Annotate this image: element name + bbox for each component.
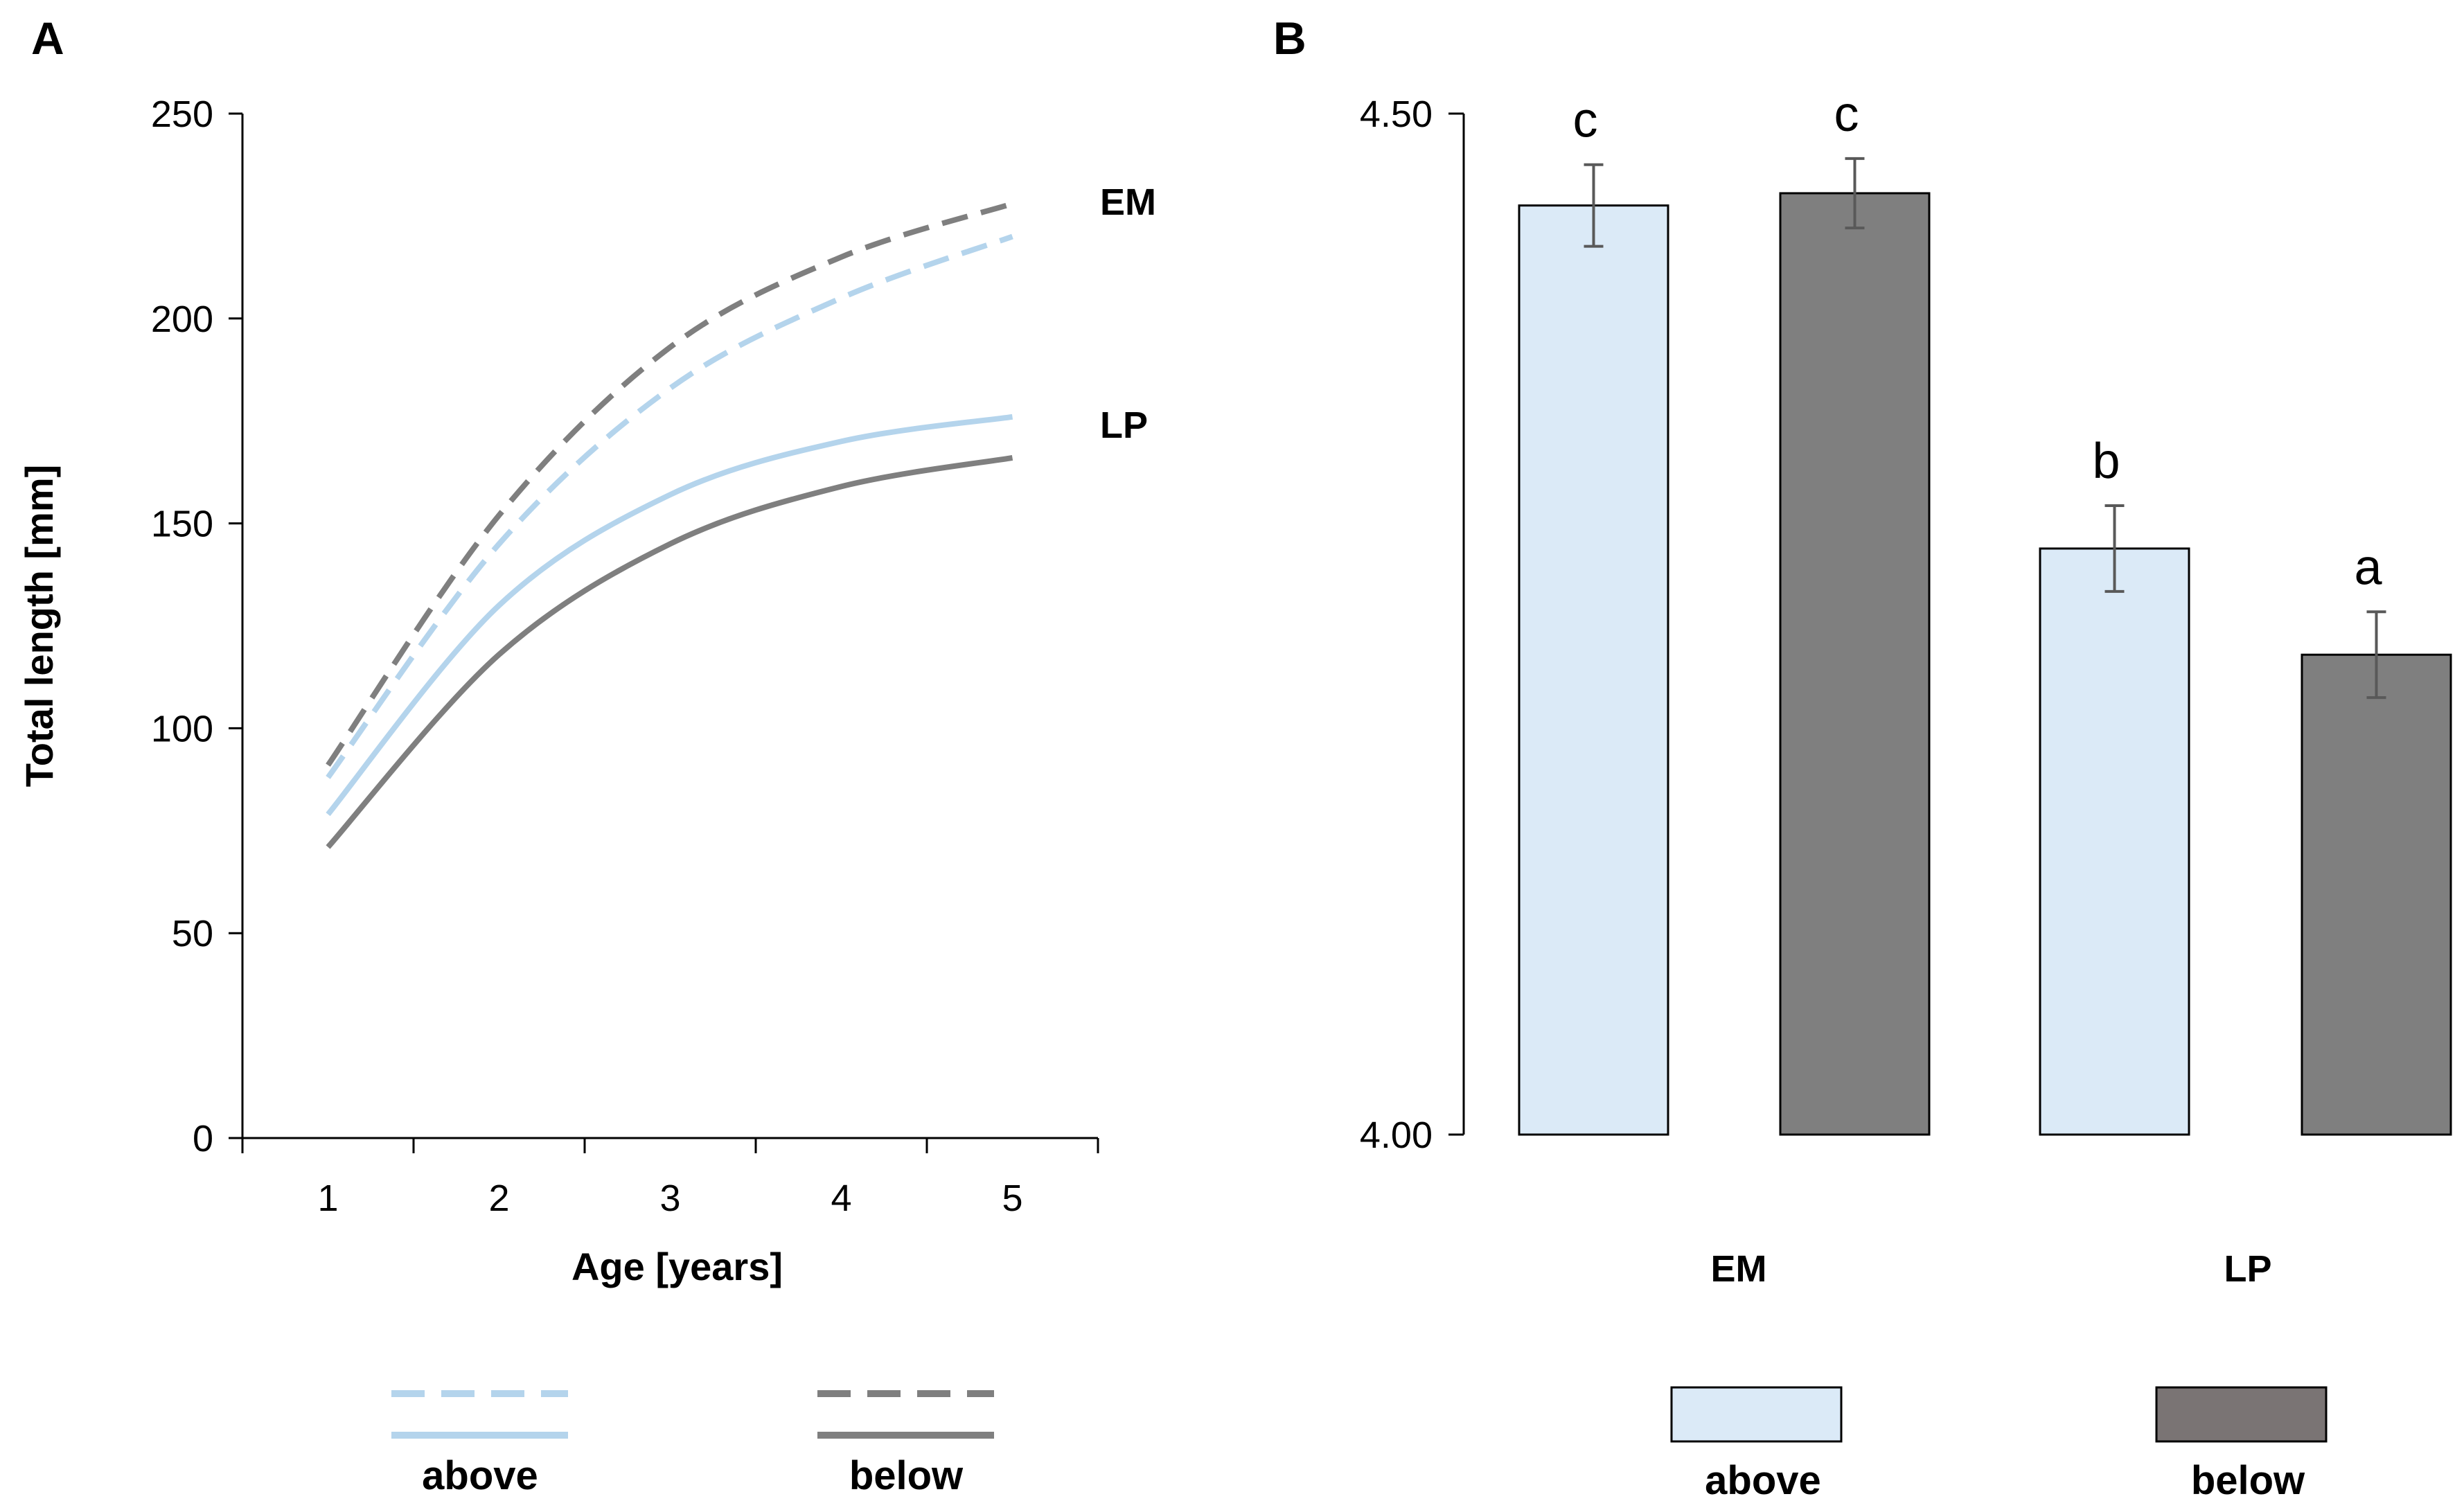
panel-letter-a: A: [31, 12, 64, 64]
panel-letter-b: B: [1273, 12, 1306, 64]
y-tick-label: 50: [172, 913, 213, 954]
series-line-lp-below: [326, 454, 1013, 849]
significance-letter: a: [2354, 540, 2382, 595]
y-tick-label: 250: [151, 94, 213, 135]
legend-label-above: above: [1705, 1458, 1821, 1503]
y-tick-label: 4.50: [1360, 94, 1433, 135]
y-tick-label: 0: [193, 1118, 213, 1160]
y-tick-label: 150: [151, 504, 213, 545]
x-tick-label: 5: [1002, 1178, 1022, 1219]
series-label-em: EM: [1100, 181, 1156, 223]
panel-a-x-axis-title: Age [years]: [571, 1245, 783, 1288]
panel-a-lines: [326, 201, 1013, 849]
legend-swatch-below: [2155, 1386, 2328, 1443]
series-line-em-above: [326, 233, 1013, 779]
panel-b-category-labels: EM LP: [1711, 1248, 2272, 1290]
significance-letter: b: [2092, 434, 2120, 489]
bar-em-below: [1779, 192, 1931, 1136]
panel-b-axes: 4.00 4.50: [1360, 94, 1465, 1156]
series-label-lp: LP: [1100, 405, 1148, 446]
significance-letter: c: [1834, 87, 1859, 142]
legend-label-above: above: [422, 1453, 538, 1498]
bar-em-above: [1518, 204, 1669, 1136]
series-line-em-below: [326, 201, 1013, 767]
x-tick-label: 3: [659, 1178, 680, 1219]
bar-lp-above: [2039, 547, 2190, 1136]
category-label-lp: LP: [2224, 1248, 2271, 1290]
legend-swatch-above: [1670, 1386, 1843, 1443]
significance-letter: c: [1573, 93, 1598, 148]
x-tick-label: 1: [317, 1178, 338, 1219]
panel-b-legend: above below: [1670, 1386, 2328, 1503]
y-tick-label: 100: [151, 708, 213, 749]
category-label-em: EM: [1711, 1248, 1767, 1290]
panel-a-axes: 0 50 100 150 200 250 1 2 3 4 5: [151, 94, 1099, 1219]
series-line-lp-above: [326, 414, 1013, 817]
y-tick-label: 4.00: [1360, 1114, 1433, 1156]
legend-label-below: below: [849, 1453, 964, 1498]
y-tick-label: 200: [151, 299, 213, 340]
x-tick-label: 4: [831, 1178, 851, 1219]
legend-label-below: below: [2191, 1458, 2305, 1503]
panel-b-bars: c c b a: [1518, 87, 2452, 1136]
bar-lp-below: [2301, 653, 2452, 1136]
x-tick-label: 2: [488, 1178, 509, 1219]
panel-a-legend: above below: [391, 1390, 994, 1498]
panel-a-y-axis-title: Total length [mm]: [17, 465, 61, 788]
